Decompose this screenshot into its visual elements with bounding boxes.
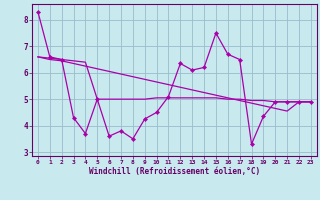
X-axis label: Windchill (Refroidissement éolien,°C): Windchill (Refroidissement éolien,°C)	[89, 167, 260, 176]
